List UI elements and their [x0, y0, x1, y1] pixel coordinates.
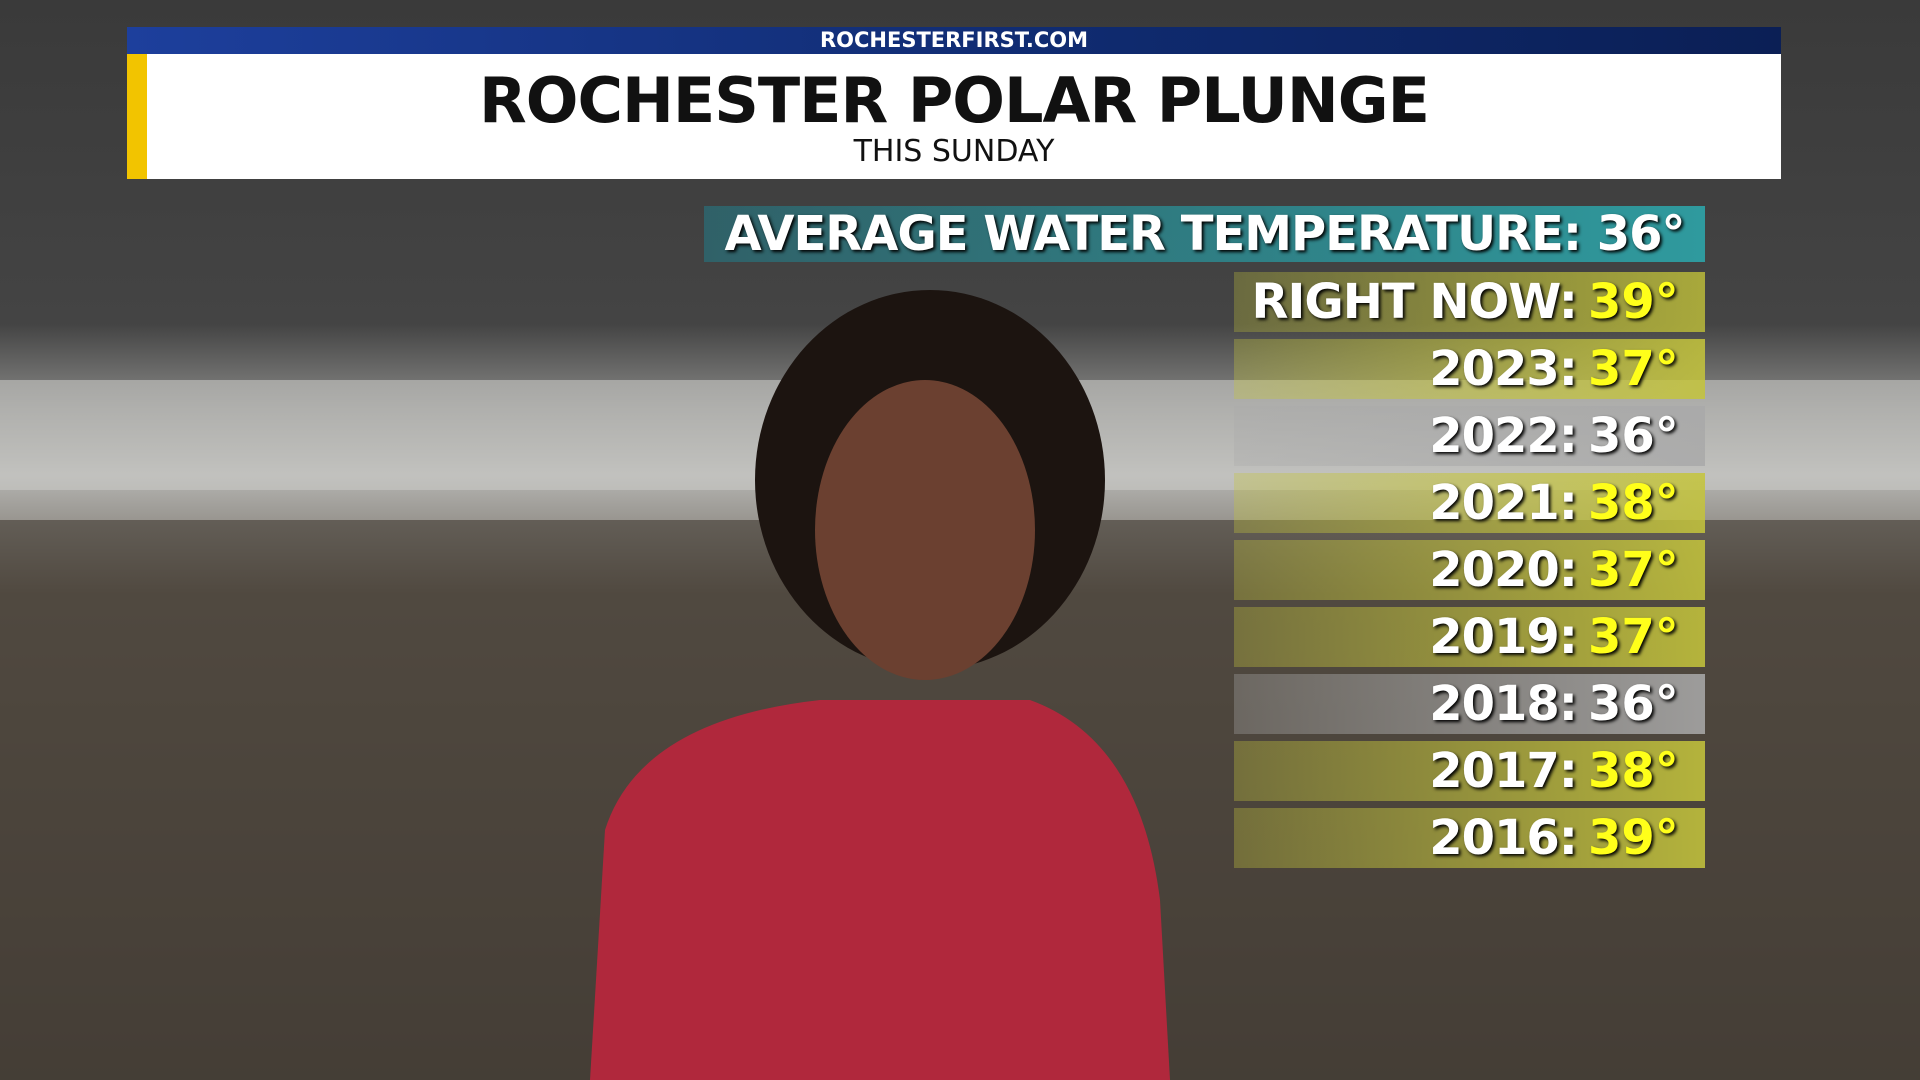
row-value: 37°: [1588, 609, 1679, 665]
row-label: 2018:: [1429, 676, 1578, 732]
temp-row: 2016: 39°: [1234, 808, 1705, 868]
site-bar: ROCHESTERFIRST.COM: [127, 27, 1781, 54]
temp-row: RIGHT NOW: 39°: [1234, 272, 1705, 332]
row-value: 36°: [1588, 408, 1679, 464]
row-value: 38°: [1588, 475, 1679, 531]
title-bar: [127, 54, 1781, 179]
row-value: 38°: [1588, 743, 1679, 799]
row-label: 2021:: [1429, 475, 1578, 531]
row-value: 39°: [1588, 274, 1679, 330]
row-label: 2020:: [1429, 542, 1578, 598]
temp-row: 2019: 37°: [1234, 607, 1705, 667]
row-label: 2017:: [1429, 743, 1578, 799]
temp-row: 2023: 37°: [1234, 339, 1705, 399]
row-label: 2016:: [1429, 810, 1578, 866]
row-label: 2022:: [1429, 408, 1578, 464]
temp-row: 2021: 38°: [1234, 473, 1705, 533]
row-value: 39°: [1588, 810, 1679, 866]
row-value: 36°: [1588, 676, 1679, 732]
row-label: RIGHT NOW:: [1251, 274, 1578, 330]
temp-row: 2020: 37°: [1234, 540, 1705, 600]
row-value: 37°: [1588, 542, 1679, 598]
average-bar: AVERAGE WATER TEMPERATURE: 36°: [704, 206, 1705, 262]
temp-row: 2022: 36°: [1234, 406, 1705, 466]
temp-row: 2018: 36°: [1234, 674, 1705, 734]
accent-strip: [127, 54, 147, 179]
title: ROCHESTER POLAR PLUNGE: [479, 64, 1430, 137]
row-value: 37°: [1588, 341, 1679, 397]
subtitle: THIS SUNDAY: [853, 134, 1055, 169]
temp-row: 2017: 38°: [1234, 741, 1705, 801]
row-label: 2023:: [1429, 341, 1578, 397]
row-label: 2019:: [1429, 609, 1578, 665]
